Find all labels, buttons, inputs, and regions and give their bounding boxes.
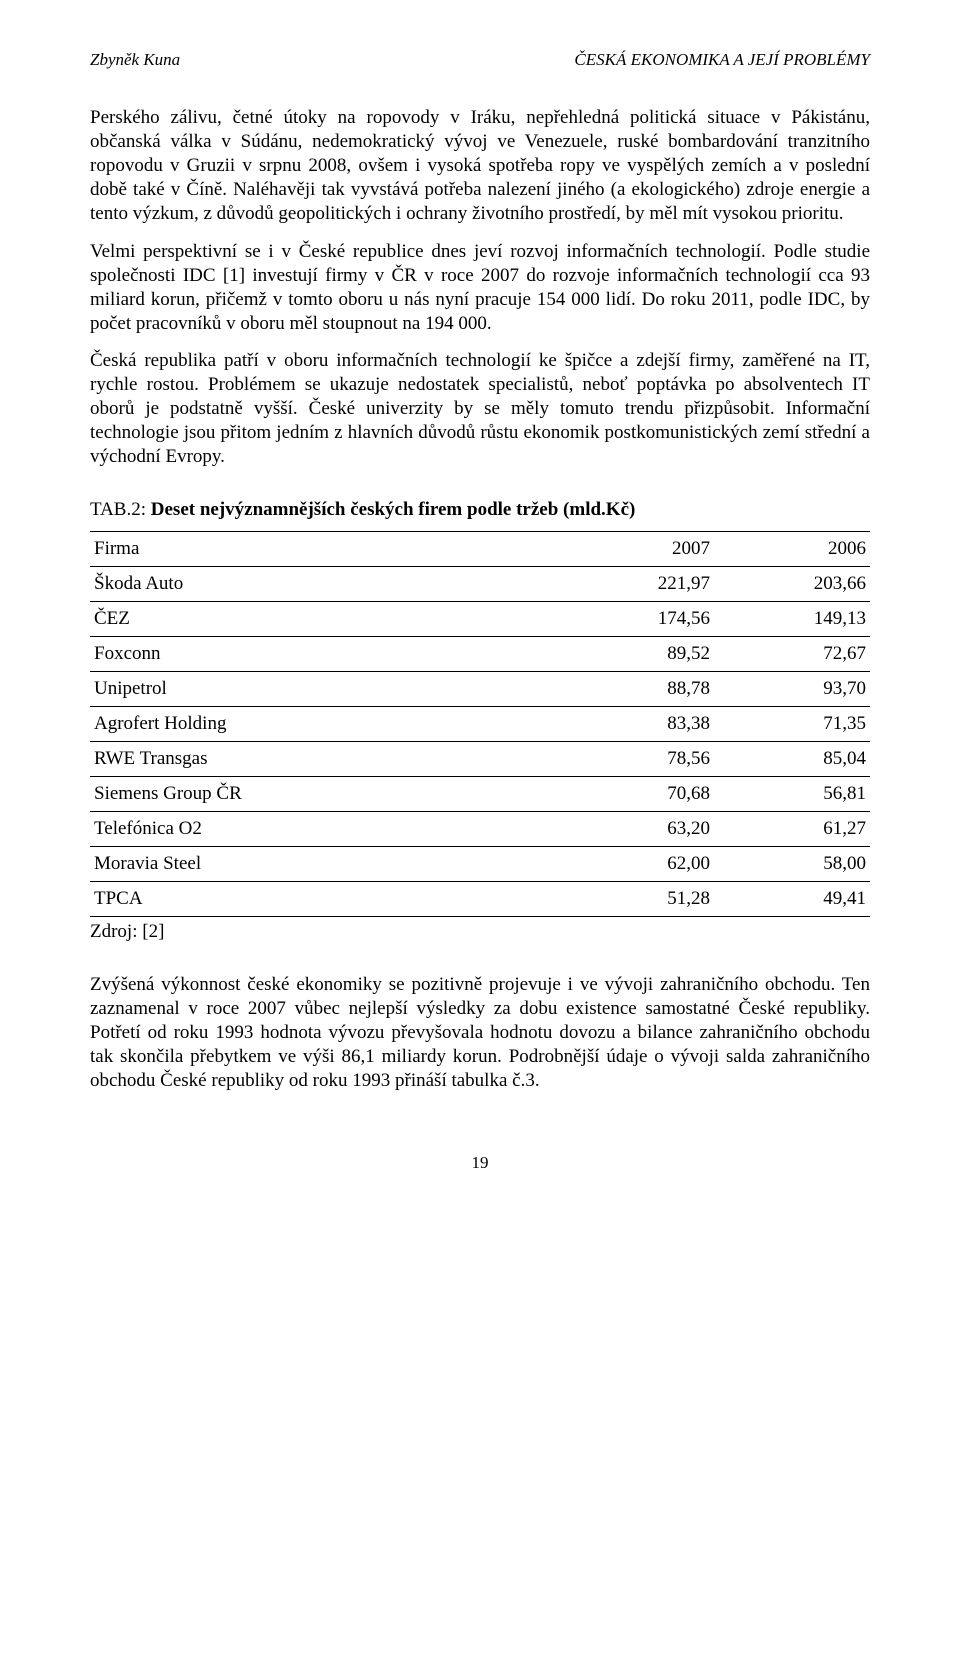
header-author: Zbyněk Kuna <box>90 50 180 70</box>
table-cell-2007: 174,56 <box>558 602 714 637</box>
table-row: Moravia Steel62,0058,00 <box>90 847 870 882</box>
table-body: Škoda Auto221,97203,66ČEZ174,56149,13Fox… <box>90 567 870 917</box>
table-header-firma: Firma <box>90 532 558 567</box>
table-cell-2007: 89,52 <box>558 637 714 672</box>
table-row: Agrofert Holding83,3871,35 <box>90 707 870 742</box>
table-cell-firma: Škoda Auto <box>90 567 558 602</box>
table-caption-prefix: TAB.2: <box>90 499 151 520</box>
data-table: Firma 2007 2006 Škoda Auto221,97203,66ČE… <box>90 531 870 917</box>
table-cell-2007: 63,20 <box>558 812 714 847</box>
table-cell-2007: 62,00 <box>558 847 714 882</box>
table-cell-firma: ČEZ <box>90 602 558 637</box>
table-row: Unipetrol88,7893,70 <box>90 672 870 707</box>
table-cell-2007: 88,78 <box>558 672 714 707</box>
table-cell-firma: Moravia Steel <box>90 847 558 882</box>
table-cell-2007: 83,38 <box>558 707 714 742</box>
body-paragraph-3: Česká republika patří v oboru informační… <box>90 349 870 469</box>
table-cell-2006: 203,66 <box>714 567 870 602</box>
table-source: Zdroj: [2] <box>90 921 870 943</box>
table-row: ČEZ174,56149,13 <box>90 602 870 637</box>
table-row: RWE Transgas78,5685,04 <box>90 742 870 777</box>
page-header: Zbyněk Kuna ČESKÁ EKONOMIKA A JEJÍ PROBL… <box>90 50 870 70</box>
body-paragraph-4: Zvýšená výkonnost české ekonomiky se poz… <box>90 973 870 1093</box>
header-title: ČESKÁ EKONOMIKA A JEJÍ PROBLÉMY <box>574 50 870 70</box>
table-cell-2006: 93,70 <box>714 672 870 707</box>
table-cell-2006: 49,41 <box>714 882 870 917</box>
table-cell-2006: 61,27 <box>714 812 870 847</box>
body-paragraph-1: Perského zálivu, četné útoky na ropovody… <box>90 106 870 226</box>
table-header-row: Firma 2007 2006 <box>90 532 870 567</box>
table-row: Telefónica O263,2061,27 <box>90 812 870 847</box>
table-cell-firma: Siemens Group ČR <box>90 777 558 812</box>
table-caption-title: Deset nejvýznamnějších českých firem pod… <box>151 499 636 520</box>
table-cell-2006: 56,81 <box>714 777 870 812</box>
table-cell-2006: 149,13 <box>714 602 870 637</box>
table-header-2006: 2006 <box>714 532 870 567</box>
page-number: 19 <box>90 1153 870 1173</box>
table-cell-2006: 71,35 <box>714 707 870 742</box>
table-row: Siemens Group ČR70,6856,81 <box>90 777 870 812</box>
table-cell-firma: Foxconn <box>90 637 558 672</box>
table-cell-2007: 78,56 <box>558 742 714 777</box>
table-cell-firma: Unipetrol <box>90 672 558 707</box>
table-cell-firma: TPCA <box>90 882 558 917</box>
body-paragraph-2: Velmi perspektivní se i v České republic… <box>90 240 870 336</box>
table-cell-firma: Telefónica O2 <box>90 812 558 847</box>
table-caption: TAB.2: Deset nejvýznamnějších českých fi… <box>90 499 870 521</box>
table-cell-2007: 221,97 <box>558 567 714 602</box>
table-cell-2006: 85,04 <box>714 742 870 777</box>
table-cell-firma: RWE Transgas <box>90 742 558 777</box>
table-row: TPCA51,2849,41 <box>90 882 870 917</box>
table-row: Škoda Auto221,97203,66 <box>90 567 870 602</box>
table-cell-2007: 70,68 <box>558 777 714 812</box>
table-row: Foxconn89,5272,67 <box>90 637 870 672</box>
table-cell-2006: 58,00 <box>714 847 870 882</box>
table-cell-firma: Agrofert Holding <box>90 707 558 742</box>
table-cell-2006: 72,67 <box>714 637 870 672</box>
table-cell-2007: 51,28 <box>558 882 714 917</box>
table-header-2007: 2007 <box>558 532 714 567</box>
